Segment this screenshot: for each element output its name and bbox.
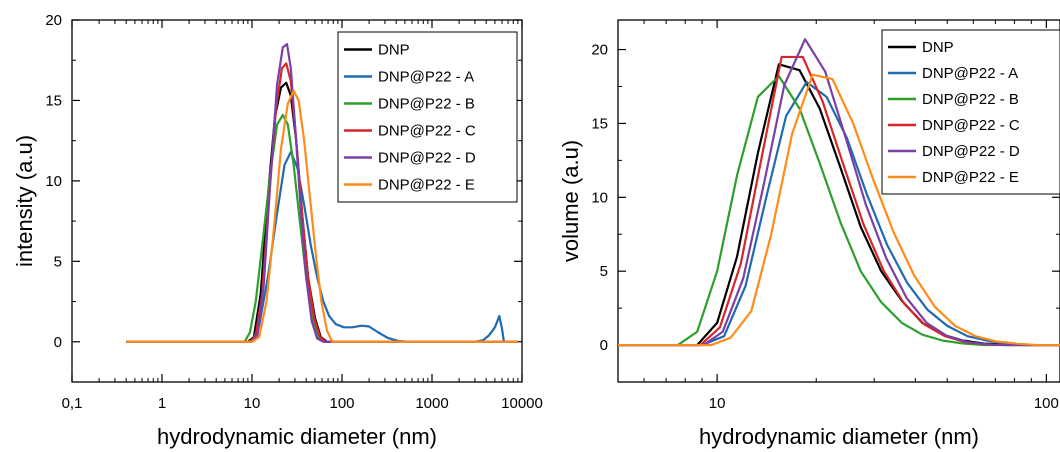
intensity-x-tick-label: 100 (329, 395, 354, 412)
volume-series-group (618, 38, 1060, 347)
volume-legend-label: DNP@P22 - E (922, 169, 1019, 186)
intensity-plot-frame (71, 19, 523, 383)
intensity-y-tick-label: 5 (54, 253, 62, 270)
intensity-legend-label: DNP@P22 - C (378, 123, 476, 140)
volume-legend-label: DNP (922, 39, 954, 56)
volume-y-tick-label: 15 (591, 115, 608, 132)
intensity-legend-box (337, 31, 518, 203)
intensity-legend-label: DNP@P22 - B (378, 96, 475, 113)
intensity-x-axis-title: hydrodynamic diameter (nm) (157, 424, 437, 449)
volume-series-line-5 (618, 38, 1060, 347)
intensity-series-line-2 (126, 150, 518, 343)
intensity-chart-panel: 0,1 1 10 100 1000 10000 0 5 10 15 20 hydrodynamic d… (12, 12, 543, 449)
volume-y-tick-label: 20 (591, 42, 608, 59)
intensity-y-axis-title: intensity (a.u) (12, 135, 37, 267)
volume-legend-label: DNP@P22 - A (922, 65, 1018, 82)
volume-legend-label: DNP@P22 - D (922, 143, 1020, 160)
intensity-legend-label: DNP@P22 - E (378, 177, 475, 194)
volume-x-axis-title: hydrodynamic diameter (nm) (699, 424, 979, 449)
intensity-legend-label: DNP@P22 - A (378, 69, 474, 86)
intensity-x-tick-label: 10 (244, 395, 261, 412)
volume-y-axis-title: volume (a.u) (558, 140, 583, 262)
intensity-x-tick-label: 1 (158, 395, 166, 412)
intensity-y-tick-label: 20 (45, 12, 62, 29)
volume-plot-frame (617, 19, 1060, 383)
volume-legend-label: DNP@P22 - B (922, 91, 1019, 108)
volume-y-tick-label: 0 (600, 337, 608, 354)
intensity-y-tick-label: 10 (45, 173, 62, 190)
volume-chart-panel: 10 100 0 5 10 15 20 hydrodynamic diameter (nm) v… (558, 19, 1060, 449)
intensity-legend-label: DNP@P22 - D (378, 150, 476, 167)
intensity-y-tick-label: 15 (45, 92, 62, 109)
intensity-series-group (126, 43, 518, 343)
intensity-x-tick-label: 0,1 (62, 395, 83, 412)
volume-y-tick-label: 10 (591, 189, 608, 206)
intensity-y-tick-label: 0 (54, 334, 62, 351)
volume-legend-label: DNP@P22 - C (922, 117, 1020, 134)
volume-x-tick-label: 10 (709, 395, 726, 412)
intensity-legend-label: DNP (378, 42, 410, 59)
volume-x-tick-label: 100 (1034, 395, 1059, 412)
volume-y-tick-label: 5 (600, 263, 608, 280)
volume-series-line-2 (618, 80, 1060, 347)
intensity-x-tick-label: 10000 (501, 395, 543, 412)
intensity-series-line-6 (126, 89, 518, 343)
intensity-x-tick-label: 1000 (415, 395, 448, 412)
volume-legend-box (881, 29, 1060, 195)
intensity-series-line-5 (126, 43, 518, 343)
volume-series-line-3 (618, 75, 1060, 347)
volume-series-line-6 (618, 73, 1060, 347)
